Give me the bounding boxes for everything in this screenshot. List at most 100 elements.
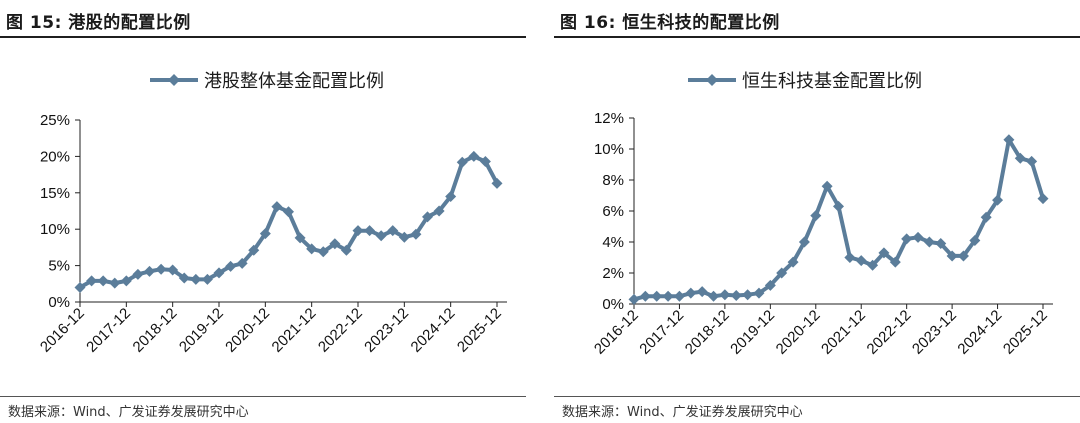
data-point [456, 156, 468, 168]
data-point [855, 255, 867, 267]
data-point [317, 246, 329, 258]
data-point [901, 233, 913, 245]
data-point [753, 287, 765, 299]
data-point [957, 250, 969, 262]
y-tick-label: 12% [594, 110, 624, 127]
data-point [479, 155, 491, 167]
x-tick-label: 2025-12 [1000, 307, 1051, 358]
x-tick-label: 2021-12 [818, 307, 869, 358]
y-tick-label: 25% [40, 112, 70, 129]
series-line [79, 154, 499, 290]
data-point [651, 290, 663, 302]
x-tick-label: 2018-12 [130, 305, 181, 356]
data-point [283, 206, 294, 218]
x-tick-label: 2025-12 [454, 305, 505, 356]
line-chart-hk-stocks: 0% 5% 10% 15% 20% 25% 2016-122017-122018-12201… [37, 112, 507, 356]
title-rule [0, 36, 526, 38]
data-point [776, 267, 788, 279]
x-tick-label: 2020-12 [773, 307, 824, 358]
x-tick-label: 2022-12 [315, 305, 366, 356]
data-point [764, 279, 776, 291]
data-point [708, 290, 720, 302]
legend-series-label: 恒生科技基金配置比例 [742, 71, 922, 92]
x-tick-label: 2023-12 [909, 307, 960, 358]
data-point [935, 238, 947, 250]
x-tick-label: 2022-12 [864, 307, 915, 358]
y-tick-label: 4% [602, 234, 624, 251]
x-tick-label: 2024-12 [408, 305, 459, 356]
chart-legend: 恒生科技基金配置比例 [688, 68, 922, 92]
source-rule [554, 396, 1080, 397]
x-tick-label: 2016-12 [591, 307, 642, 358]
data-point [719, 289, 731, 301]
data-point [144, 265, 155, 277]
data-point [889, 256, 901, 268]
data-point [878, 247, 890, 259]
y-tick-label: 2% [602, 265, 624, 282]
data-point [132, 268, 144, 280]
data-point [912, 231, 924, 243]
data-point [821, 180, 833, 192]
data-point [248, 244, 260, 256]
data-point [992, 194, 1004, 206]
x-tick-label: 2017-12 [83, 305, 134, 356]
y-tick-label: 6% [602, 203, 624, 220]
data-point [742, 289, 754, 301]
data-point [787, 256, 799, 268]
data-point [259, 228, 271, 240]
y-tick-label: 20% [40, 148, 70, 165]
x-tick-label: 2019-12 [727, 307, 778, 358]
data-point [74, 281, 86, 293]
x-tick-label: 2021-12 [269, 305, 320, 356]
x-tick-label: 2020-12 [222, 305, 273, 356]
data-point [639, 290, 651, 302]
data-point [980, 211, 992, 223]
data-point [398, 231, 410, 243]
data-point [410, 228, 422, 240]
data-point [364, 225, 376, 237]
data-point [201, 273, 213, 285]
data-point [685, 287, 697, 299]
data-point [213, 267, 225, 279]
x-tick-label: 2023-12 [361, 305, 412, 356]
data-point [422, 211, 433, 223]
data-point [178, 272, 190, 284]
data-point [433, 205, 445, 217]
data-point [155, 263, 167, 275]
source-rule [0, 396, 526, 397]
data-point [86, 275, 98, 287]
y-tick-label: 15% [40, 185, 70, 202]
data-point [628, 293, 640, 305]
data-point [491, 177, 503, 189]
y-tick-label: 0% [602, 296, 624, 313]
x-tick-label: 2024-12 [954, 307, 1005, 358]
x-tick-label: 2017-12 [636, 307, 687, 358]
y-tick-label: 10% [594, 141, 624, 158]
data-point [167, 264, 179, 276]
line-chart-hang-seng-tech: 0% 2% 4% 6% 8% 10% 12% 2016-122017-122018-12201… [591, 110, 1053, 358]
data-point [109, 277, 121, 289]
series-line [633, 137, 1045, 302]
data-point [294, 232, 306, 244]
data-point [696, 286, 708, 298]
data-point [730, 289, 742, 301]
data-point [306, 243, 318, 255]
data-point [969, 234, 981, 246]
data-point [844, 252, 856, 263]
data-point [798, 236, 810, 248]
data-point [1003, 134, 1015, 146]
data-point [673, 290, 685, 302]
legend-series-label: 港股整体基金配置比例 [204, 71, 384, 92]
data-point [387, 225, 399, 237]
data-point [946, 250, 958, 262]
x-tick-label: 2018-12 [682, 307, 733, 358]
y-tick-label: 8% [602, 172, 624, 189]
figure-title: 图 15: 港股的配置比例 [6, 13, 191, 33]
x-tick-label: 2016-12 [37, 305, 88, 356]
data-point [1014, 152, 1026, 164]
data-point [833, 200, 844, 212]
data-point [329, 238, 341, 250]
data-point [810, 210, 822, 222]
chart-legend: 港股整体基金配置比例 [150, 68, 384, 92]
figure-panel-hang-seng-tech: 图 16: 恒生科技的配置比例 恒生科技基金配置比例 0% 2% 4% 6% 8% 10%… [554, 0, 1080, 423]
